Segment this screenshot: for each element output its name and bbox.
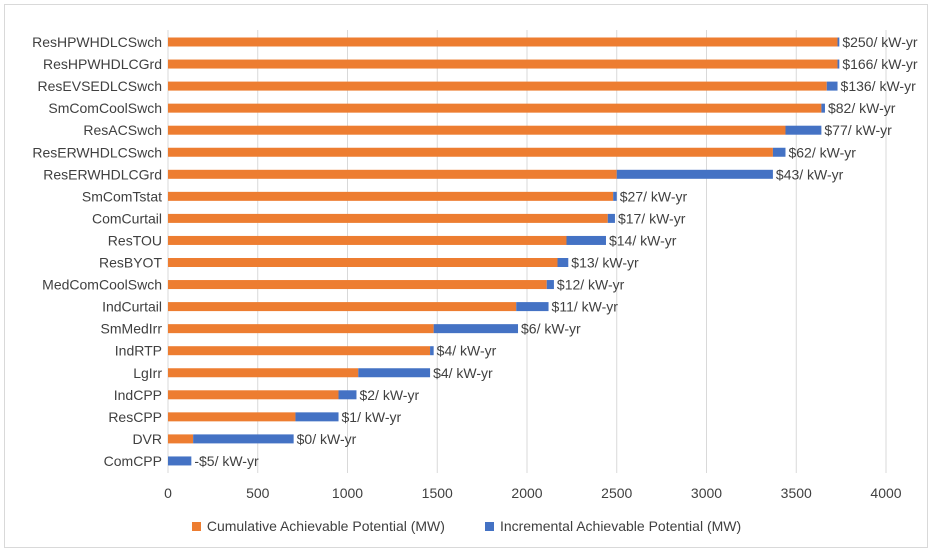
category-label: SmComTstat (82, 188, 162, 204)
data-label: $62/ kW-yr (788, 144, 856, 160)
bar-incremental (168, 456, 192, 466)
bar-incremental (557, 258, 569, 267)
x-tick-label: 0 (164, 485, 172, 501)
legend-item-incremental: Incremental Achievable Potential (MW) (484, 514, 742, 538)
bar-incremental (566, 235, 606, 245)
x-tick-label: 500 (246, 485, 270, 501)
bar-cumulative (168, 302, 517, 312)
bar-cumulative (168, 191, 614, 201)
data-label: $2/ kW-yr (359, 387, 419, 403)
data-label: $12/ kW-yr (557, 277, 625, 293)
category-label: ResERWHDLCGrd (43, 166, 162, 182)
data-label: $4/ kW-yr (433, 365, 493, 381)
bar-cumulative (168, 412, 296, 422)
data-label: $166/ kW-yr (842, 56, 918, 72)
bar-cumulative (168, 390, 339, 400)
data-label: $11/ kW-yr (552, 299, 619, 315)
bar-cumulative (168, 368, 359, 378)
bar-incremental (772, 147, 786, 157)
data-label: $6/ kW-yr (521, 321, 581, 337)
bar-incremental (607, 213, 615, 223)
chart-frame (4, 4, 928, 548)
data-label: $136/ kW-yr (841, 78, 917, 94)
legend-label-cumulative: Cumulative Achievable Potential (MW) (206, 518, 445, 534)
bar-cumulative (168, 324, 434, 334)
data-label: $1/ kW-yr (342, 409, 402, 425)
x-tick-label: 4000 (870, 485, 901, 501)
x-tick-label: 1000 (332, 485, 363, 501)
x-tick-label: 3500 (781, 485, 812, 501)
x-tick-label: 3000 (691, 485, 722, 501)
bar-cumulative (168, 103, 822, 113)
x-tick-label: 2000 (511, 485, 542, 501)
category-label: ResTOU (108, 232, 162, 248)
bar-incremental (358, 368, 431, 378)
data-label: $13/ kW-yr (571, 255, 639, 271)
category-label: ResACSwch (83, 122, 162, 138)
category-label: LgIrr (133, 365, 162, 381)
chart-legend: Cumulative Achievable Potential (MW) Inc… (0, 514, 933, 538)
data-label: $27/ kW-yr (620, 188, 688, 204)
bar-incremental (616, 169, 773, 179)
legend-label-incremental: Incremental Achievable Potential (MW) (499, 518, 742, 534)
bar-incremental (295, 412, 339, 422)
bar-incremental (433, 324, 519, 334)
data-label: $82/ kW-yr (828, 100, 896, 116)
bar-incremental (193, 434, 294, 444)
bar-cumulative (168, 125, 786, 135)
category-label: ResEVSEDLCSwch (38, 78, 163, 94)
bar-incremental (837, 59, 840, 69)
category-label: ResHPWHDLCGrd (43, 56, 162, 72)
bar-cumulative (168, 37, 838, 47)
category-label: ResHPWHDLCSwch (32, 34, 162, 50)
category-label: SmComCoolSwch (48, 100, 162, 116)
bar-cumulative (168, 258, 558, 267)
data-label: $250/ kW-yr (842, 34, 918, 50)
bar-incremental (338, 390, 357, 400)
legend-item-cumulative: Cumulative Achievable Potential (MW) (191, 514, 445, 538)
bar-cumulative (168, 81, 827, 91)
category-label: DVR (132, 431, 162, 447)
category-label: IndRTP (115, 343, 162, 359)
bar-cumulative (168, 169, 617, 179)
x-tick-label: 2500 (601, 485, 632, 501)
bar-cumulative (168, 213, 608, 223)
bar-incremental (613, 191, 617, 201)
category-label: IndCurtail (102, 299, 162, 315)
data-label: $77/ kW-yr (824, 122, 892, 138)
bar-incremental (430, 346, 434, 356)
bar-incremental (785, 125, 822, 135)
category-label: ComCPP (104, 453, 162, 469)
bar-cumulative (168, 280, 547, 290)
legend-swatch-incremental (484, 521, 494, 531)
bar-incremental (837, 37, 840, 47)
bar-incremental (821, 103, 825, 113)
category-label: ComCurtail (92, 210, 162, 226)
data-label: $0/ kW-yr (297, 431, 357, 447)
category-label: MedComCoolSwch (42, 277, 162, 293)
category-label: ResCPP (108, 409, 162, 425)
bar-incremental (546, 280, 554, 290)
data-label: -$5/ kW-yr (194, 453, 259, 469)
legend-swatch-cumulative (191, 521, 201, 531)
data-label: $17/ kW-yr (618, 210, 686, 226)
data-label: $4/ kW-yr (437, 343, 497, 359)
x-tick-label: 1500 (422, 485, 453, 501)
bar-incremental (516, 302, 549, 312)
category-label: ResERWHDLCSwch (32, 144, 162, 160)
data-label: $14/ kW-yr (609, 232, 677, 248)
bar-cumulative (168, 346, 431, 356)
bar-incremental (826, 81, 838, 91)
bar-cumulative (168, 434, 194, 444)
category-label: SmMedIrr (101, 321, 163, 337)
bar-cumulative (168, 147, 773, 157)
bar-cumulative (168, 235, 567, 245)
category-label: ResBYOT (99, 255, 162, 271)
data-label: $43/ kW-yr (776, 166, 844, 182)
bar-cumulative (168, 59, 838, 69)
category-label: IndCPP (114, 387, 162, 403)
